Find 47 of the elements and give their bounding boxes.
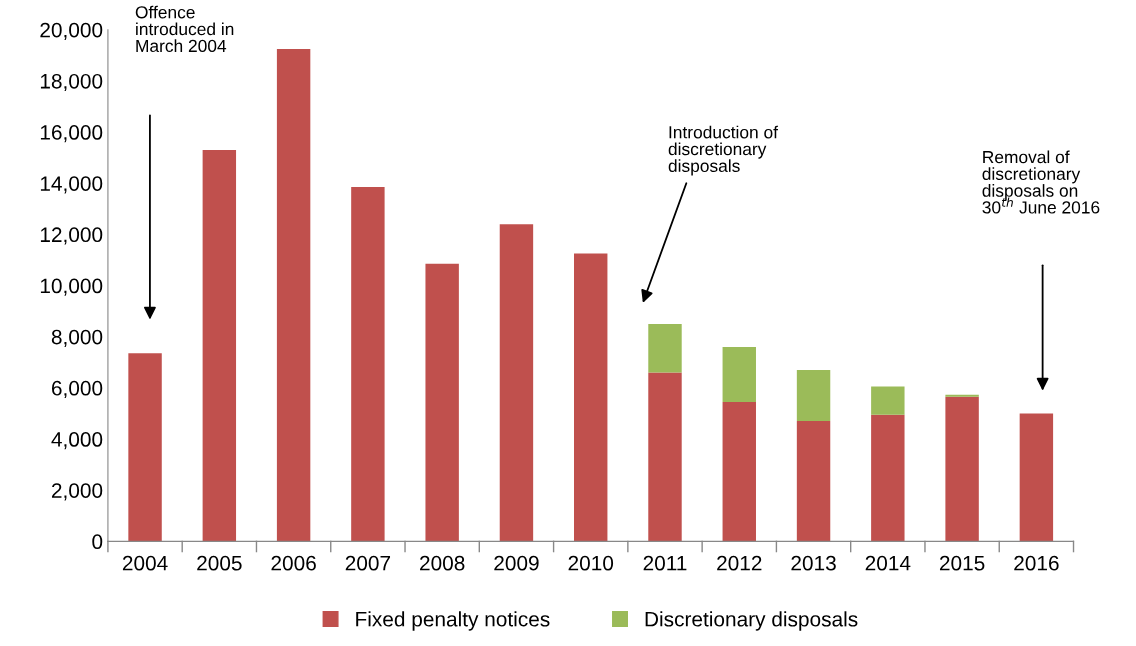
y-tick-label: 12,000 [40,227,103,245]
x-tick-label: 2004 [122,555,168,571]
bar [871,414,905,542]
x-tick-label: 2012 [717,555,762,571]
bar [425,263,459,542]
y-tick-label: 8,000 [51,329,103,347]
bar [722,346,756,402]
y-tick-label: 0 [92,534,103,550]
x-tick-label: 2014 [865,555,911,571]
y-tick-label: 4,000 [51,432,103,450]
bar [648,323,682,373]
annotation: Introduction of discretionary disposals [668,125,779,176]
annotation: Removal of discretionary disposals on 30$^{th}$ June 2016 [982,150,1100,214]
bar [351,187,385,542]
y-tick-label: 6,000 [51,380,103,399]
bar [276,48,311,542]
y-tick-label: 2,000 [51,483,103,501]
x-tick-label: 2015 [939,555,985,571]
bar [945,394,979,397]
y-tick-label: 18,000 [40,73,103,92]
bar [648,372,682,542]
bar [499,224,534,542]
annotation: Offence introduced in March 2004 [135,5,234,53]
x-tick-label: 2011 [643,555,687,571]
bar [945,396,979,542]
y-tick-label: 20,000 [40,22,103,40]
x-tick-label: 2008 [420,555,465,571]
y-tick-label: 14,000 [40,176,103,194]
x-tick-label: 2005 [197,555,242,571]
bar [722,401,756,542]
x-tick-label: 2007 [345,555,391,571]
bar [871,386,905,415]
bar [796,369,831,422]
x-tick-label: 2009 [494,555,539,571]
bar [128,353,162,542]
x-tick-label: 2010 [568,555,614,571]
bar [1019,413,1054,542]
x-tick-label: 2013 [791,555,836,571]
x-tick-label: 2006 [271,555,316,571]
y-tick-label: 10,000 [40,278,103,296]
legend-label: Fixed penalty notices [356,611,550,631]
legend-label: Discretionary disposals [645,611,858,631]
bar [202,149,237,542]
x-tick-label: 2016 [1014,555,1059,571]
y-tick-label: 16,000 [40,125,103,143]
bar [574,253,608,542]
bar [796,421,831,542]
